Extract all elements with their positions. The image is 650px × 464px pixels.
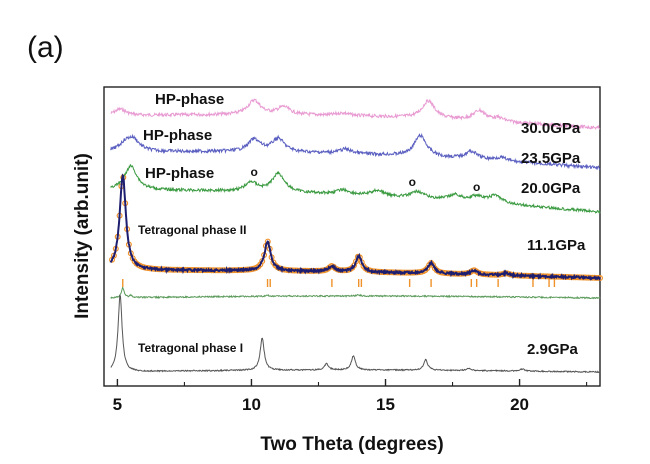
trace-2 bbox=[110, 132, 601, 171]
hp-peak-markers: o o o bbox=[250, 165, 480, 194]
x-tick-label: 20 bbox=[510, 395, 529, 414]
pressure-label-2gpa: 2.9GPa bbox=[527, 341, 579, 358]
plot-frame bbox=[103, 86, 601, 387]
plot-box bbox=[103, 86, 601, 387]
pressure-label-20gpa: 20.0GPa bbox=[521, 180, 581, 197]
hp-marker: o bbox=[409, 175, 416, 189]
hp-marker: o bbox=[250, 165, 257, 179]
reflection-ticks bbox=[122, 279, 556, 287]
pressure-label-11gpa: 11.1GPa bbox=[527, 237, 586, 254]
x-tick-label: 10 bbox=[242, 395, 261, 414]
phase-label-23gpa: HP-phase bbox=[143, 127, 212, 144]
trace-5 bbox=[110, 285, 601, 300]
x-axis: 5 10 15 20 bbox=[113, 379, 588, 414]
x-tick-label: 15 bbox=[376, 395, 395, 414]
hp-marker: o bbox=[473, 180, 480, 194]
trace-6 bbox=[110, 294, 601, 374]
trace-1 bbox=[110, 98, 601, 131]
pressure-label-23gpa: 23.5GPa bbox=[521, 150, 581, 167]
phase-label-30gpa: HP-phase bbox=[155, 91, 224, 108]
pressure-label-30gpa: 30.0GPa bbox=[521, 120, 581, 137]
trace-3 bbox=[110, 164, 601, 214]
phase-label-2gpa: Tetragonal phase I bbox=[138, 341, 243, 355]
x-tick-label: 5 bbox=[113, 395, 122, 414]
diffraction-traces bbox=[109, 98, 601, 374]
trace-4 bbox=[109, 173, 601, 281]
phase-label-20gpa: HP-phase bbox=[145, 165, 214, 182]
panel-label: (a) bbox=[27, 31, 64, 64]
y-axis-title: Intensity (arb.unit) bbox=[72, 153, 93, 319]
phase-label-11gpa: Tetragonal phase II bbox=[138, 223, 246, 237]
x-axis-title: Two Theta (degrees) bbox=[260, 434, 443, 455]
